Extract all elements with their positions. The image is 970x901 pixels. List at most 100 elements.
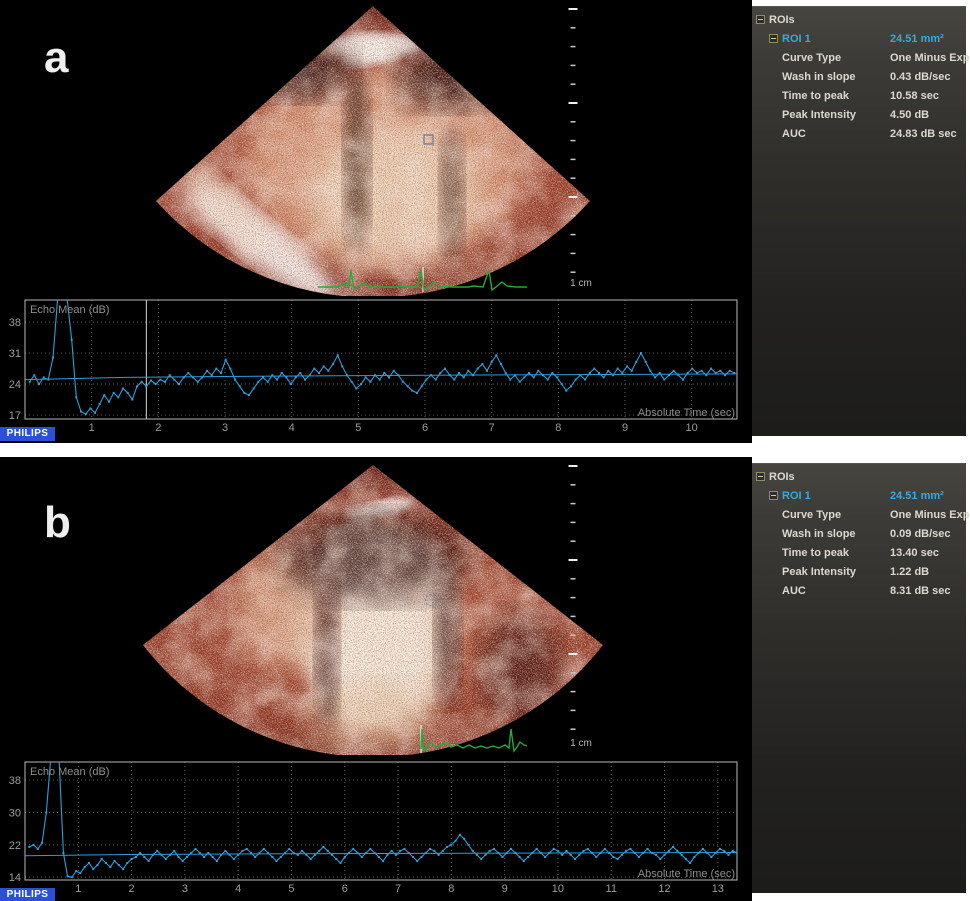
x-tick-label: 2 (129, 883, 135, 895)
collapse-icon[interactable] (756, 472, 765, 481)
panel-a: 1 cm a 38 31 24 17 1 2 3 4 5 6 7 8 9 10 Echo Mean (dB)… (0, 0, 970, 443)
y-tick-label: 17 (9, 410, 21, 422)
roi-property-label: Curve Type (782, 509, 842, 521)
x-tick-label: 1 (89, 422, 95, 434)
x-tick-label: 8 (448, 883, 454, 895)
plot-border (24, 761, 738, 881)
roi-property-value: 8.31 dB sec (890, 585, 951, 597)
roi-property-label: Curve Type (782, 52, 842, 64)
roi-property-row: Curve Type One Minus Exp (752, 49, 970, 68)
y-tick-label: 24 (9, 379, 21, 391)
plot-title: Echo Mean (dB) (30, 766, 109, 778)
roi-property-label: Peak Intensity (782, 566, 856, 578)
roi-row: ROI 1 24.51 mm² (752, 487, 966, 506)
roi-property-row: Wash in slope 0.09 dB/sec (752, 525, 966, 544)
roi-property-label: Time to peak (782, 90, 850, 102)
ultrasound-image-a: 1 cm (0, 0, 752, 296)
roi-property-value: 1.22 dB (890, 566, 930, 578)
roi-property-row: Time to peak 13.40 sec (752, 544, 966, 563)
roi-property-value: 13.40 sec (890, 547, 939, 559)
roi-property-row: AUC 8.31 dB sec (752, 582, 966, 601)
collapse-icon[interactable] (769, 34, 778, 43)
ecg-trace (420, 728, 528, 753)
roi-property-value: 4.50 dB (890, 109, 930, 121)
collapse-icon[interactable] (756, 15, 765, 24)
roi-property-label: AUC (782, 128, 806, 140)
fit-curve (25, 373, 737, 381)
y-tick-label: 30 (9, 808, 21, 820)
panel-b: 1 cm b 38 30 22 14 1 2 3 4 5 6 7 8 9 10 11 12 13 Echo Mea… (0, 457, 970, 901)
x-tick-label: 9 (622, 422, 628, 434)
figure-label-b: b (44, 498, 71, 547)
x-tick-label: 3 (182, 883, 188, 895)
plot-border (24, 299, 738, 420)
roi-property-row: Peak Intensity 4.50 dB (752, 106, 966, 125)
roi-property-label: AUC (782, 585, 806, 597)
depth-scale-label: 1 cm (570, 278, 592, 289)
roi-panel-b: ROIs ROI 1 24.51 mm² Curve Type One Minus… (752, 463, 970, 893)
x-tick-label: 11 (606, 883, 617, 895)
x-tick-label: 6 (422, 422, 428, 434)
roi-marker[interactable] (423, 134, 434, 145)
x-axis-label: Absolute Time (sec) (638, 407, 735, 419)
x-tick-label: 5 (355, 422, 361, 434)
roi-area-value: 24.51 mm² (890, 490, 944, 502)
roi-property-value: 24.83 dB sec (890, 128, 957, 140)
time-intensity-plot-a[interactable]: 38 31 24 17 1 2 3 4 5 6 7 8 9 10 Echo Mean (dB) Absolut… (0, 296, 752, 443)
roi-name[interactable]: ROI 1 (782, 490, 811, 502)
x-tick-label: 2 (155, 422, 161, 434)
x-tick-label: 6 (342, 883, 348, 895)
x-tick-label: 8 (555, 422, 561, 434)
roi-property-label: Time to peak (782, 547, 850, 559)
roi-tree-root-row: ROIs (752, 468, 966, 487)
roi-panel-a: ROIs ROI 1 24.51 mm² Curve Type One Minus… (752, 6, 970, 436)
roi-property-row: Peak Intensity 1.22 dB (752, 563, 966, 582)
roi-property-row: Wash in slope 0.43 dB/sec (752, 68, 966, 87)
depth-scale-label: 1 cm (570, 738, 592, 749)
roi-property-label: Wash in slope (782, 71, 856, 83)
roi-property-row: Curve Type One Minus Exp (752, 506, 970, 525)
roi-tree-root-label: ROIs (769, 471, 795, 483)
roi-row: ROI 1 24.51 mm² (752, 30, 966, 49)
roi-name[interactable]: ROI 1 (782, 33, 811, 45)
x-tick-label: 3 (222, 422, 228, 434)
figure-label-a: a (44, 33, 69, 82)
x-tick-label: 13 (712, 883, 724, 895)
roi-tree-root-label: ROIs (769, 14, 795, 26)
fit-curve (25, 852, 737, 857)
roi-marker[interactable] (424, 593, 438, 607)
plot-title: Echo Mean (dB) (30, 304, 109, 316)
roi-property-row: AUC 24.83 dB sec (752, 125, 966, 144)
roi-property-value: 10.58 sec (890, 90, 939, 102)
x-axis-label: Absolute Time (sec) (638, 868, 735, 880)
x-tick-label: 9 (502, 883, 508, 895)
data-points (28, 811, 737, 879)
y-tick-label: 38 (9, 317, 21, 329)
roi-property-row: Time to peak 10.58 sec (752, 87, 966, 106)
depth-scale (568, 465, 578, 730)
data-points (28, 338, 736, 416)
roi-property-label: Peak Intensity (782, 109, 856, 121)
ultrasound-image-b: 1 cm (0, 457, 752, 755)
roi-property-value: 0.09 dB/sec (890, 528, 951, 540)
roi-property-label: Wash in slope (782, 528, 856, 540)
x-tick-label: 7 (489, 422, 495, 434)
philips-logo: PHILIPS (0, 427, 55, 441)
y-tick-label: 31 (9, 348, 21, 360)
x-tick-label: 12 (658, 883, 670, 895)
roi-property-value: One Minus Exp (890, 52, 970, 64)
x-tick-label: 10 (552, 883, 564, 895)
x-tick-label: 7 (395, 883, 401, 895)
depth-scale (568, 8, 578, 273)
x-tick-label: 10 (686, 422, 698, 434)
roi-area-value: 24.51 mm² (890, 33, 944, 45)
y-tick-label: 14 (9, 872, 21, 884)
y-tick-label: 38 (9, 775, 21, 787)
collapse-icon[interactable] (769, 491, 778, 500)
roi-property-value: One Minus Exp (890, 509, 970, 521)
x-tick-label: 5 (288, 883, 294, 895)
y-tick-label: 22 (9, 840, 21, 852)
ecg-trace (318, 269, 527, 292)
